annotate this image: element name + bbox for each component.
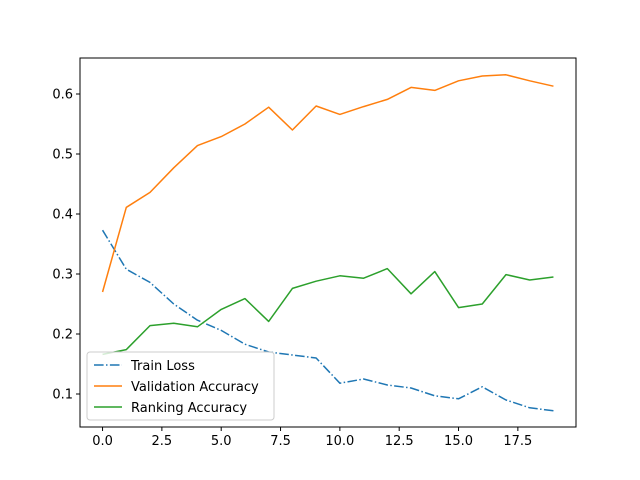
x-tick-label: 12.5 [385, 434, 414, 449]
y-tick-label: 0.5 [52, 148, 73, 163]
x-tick-label: 5.0 [211, 434, 232, 449]
y-tick-label: 0.6 [52, 88, 73, 103]
x-axis: 0.0 2.5 5.0 7.5 10.0 12.5 15.0 17.5 [92, 427, 532, 449]
legend-label: Train Loss [130, 359, 195, 374]
x-tick-label: 2.5 [152, 434, 173, 449]
series-line-0 [101, 229, 554, 412]
axes-frame [79, 57, 577, 428]
x-tick-label: 17.5 [503, 434, 532, 449]
x-tick-label: 15.0 [444, 434, 473, 449]
y-tick-label: 0.2 [52, 328, 73, 343]
x-tick-label: 7.5 [270, 434, 291, 449]
legend: Train Loss Validation Accuracy Ranking Acc… [86, 351, 275, 421]
y-tick-label: 0.1 [52, 388, 73, 403]
series-line-2 [102, 267, 554, 356]
legend-label: Validation Accuracy [131, 380, 259, 395]
series-layer [101, 74, 554, 412]
y-axis: 0.1 0.2 0.3 0.4 0.5 0.6 [52, 88, 80, 403]
x-tick-label: 0.0 [92, 434, 113, 449]
legend-label: Ranking Accuracy [131, 401, 247, 416]
y-tick-label: 0.4 [52, 208, 73, 223]
y-tick-label: 0.3 [52, 268, 73, 283]
series-line-1 [101, 74, 554, 293]
x-tick-label: 10.0 [325, 434, 354, 449]
legend-box [86, 351, 275, 421]
